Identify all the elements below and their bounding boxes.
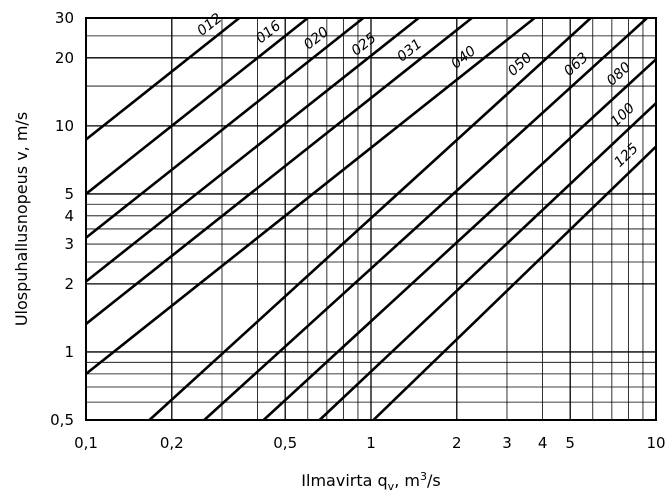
y-tick-label: 10 [55,117,74,135]
x-axis-title-unit-end: /s [427,471,441,490]
series-line-020 [85,16,365,239]
series-label-012: 012 [194,10,225,39]
series-label-063: 063 [561,50,592,80]
series-line-012 [85,16,241,141]
series-line-063 [203,17,648,421]
series-label-020: 020 [301,24,332,53]
x-axis-title-sub: v [388,480,395,493]
series-line-031 [85,16,473,325]
x-axis-title: Ilmavirta qv, m3/s [301,470,440,493]
y-tick-label: 30 [55,9,74,27]
y-tick-label: 20 [55,49,74,67]
x-axis-title-unit: , m [394,471,420,490]
x-tick-label: 2 [452,434,462,452]
series-line-040 [85,16,536,375]
series-line-100 [318,102,657,421]
series-line-125 [372,145,657,421]
x-tick-label: 0,2 [160,434,184,452]
y-tick-label: 2 [64,275,74,293]
y-tick-label: 5 [64,185,74,203]
plot-frame [85,17,657,421]
series-line-050 [148,17,592,421]
y-tick-label: 0,5 [50,411,74,429]
x-axis-title-main: Ilmavirta q [301,471,387,490]
grid [85,17,657,421]
y-tick-label: 3 [64,235,74,253]
x-tick-label: 0,5 [273,434,297,452]
series-label-031: 031 [394,36,425,65]
series-line-025 [85,16,420,283]
series-lines [85,16,657,421]
x-axis-title-sup: 3 [420,470,427,483]
series-line-016 [85,16,309,195]
x-tick-label: 4 [538,434,548,452]
y-tick-label: 4 [64,207,74,225]
series-label-050: 050 [505,50,536,80]
series-label-040: 040 [448,43,479,72]
x-tick-label: 1 [366,434,376,452]
series-line-080 [262,58,657,421]
x-tick-label: 0,1 [74,434,98,452]
y-axis-title: Ulospuhallusnopeus v, m/s [12,112,31,326]
x-tick-label: 5 [565,434,575,452]
x-tick-label: 10 [646,434,665,452]
series-label-025: 025 [349,30,380,59]
y-tick-label: 1 [64,343,74,361]
x-tick-label: 3 [502,434,512,452]
